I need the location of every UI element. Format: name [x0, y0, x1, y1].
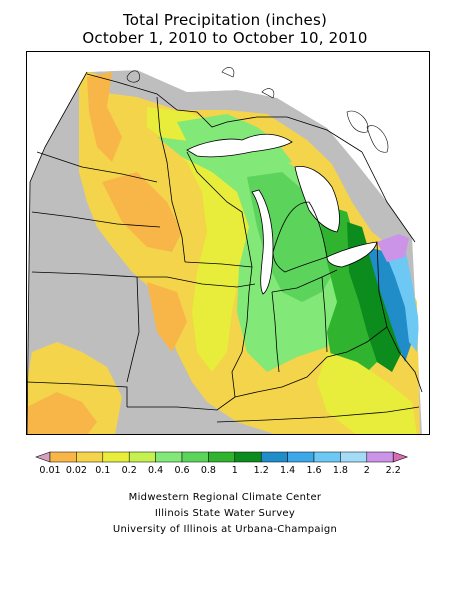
legend-color-bin	[128, 451, 156, 463]
precip-band-0.01-north	[87, 72, 122, 162]
legend-tick-label: 2.2	[386, 465, 401, 476]
precip-band-0.1-east	[317, 352, 417, 434]
legend-color-bin	[208, 451, 236, 463]
precip-band-2.2	[377, 234, 409, 262]
credit-line-1: Midwestern Regional Climate Center	[128, 492, 322, 503]
legend-color-bin	[155, 451, 183, 463]
map-title: Total Precipitation (inches)	[122, 11, 328, 29]
legend-tick-label: 1.8	[333, 465, 348, 476]
legend-tick-label: 0.4	[148, 465, 163, 476]
precip-band-1.6	[385, 247, 419, 352]
legend-color-bin	[366, 451, 394, 463]
legend-bar: 0.01 0.02 0.1 0.2 0.4 0.6 0.8 1 1.2 1.4 1.6 1.8 2 2.2	[35, 451, 409, 476]
outside-projection-mask	[27, 52, 429, 434]
legend-color-bin	[260, 451, 288, 463]
legend-tick-label: 0.1	[95, 465, 110, 476]
legend-color-bin	[49, 451, 77, 463]
legend-tick-label: 0.01	[39, 465, 60, 476]
credit-line-3: University of Illinois at Urbana-Champai…	[112, 524, 338, 535]
legend-tick-label: 1	[232, 465, 238, 476]
legend-color-bin	[340, 451, 368, 463]
credit-line-2: Illinois State Water Survey	[154, 508, 296, 519]
precip-band-0.01-midwest	[102, 172, 182, 252]
legend-color-bin	[313, 451, 341, 463]
precipitation-fill-layer	[27, 70, 422, 434]
legend-tick-label: 0.6	[174, 465, 189, 476]
legend-tick-label: 1.2	[254, 465, 269, 476]
legend-color-bin	[234, 451, 262, 463]
legend-tick-label: 1.6	[306, 465, 321, 476]
legend-below-arrow	[35, 451, 51, 463]
precip-band-0.01-west	[27, 392, 97, 434]
precipitation-map	[26, 51, 430, 435]
state-boundaries	[27, 71, 423, 434]
legend-tick-label: 0.8	[201, 465, 216, 476]
precip-band-0.01-south	[147, 282, 187, 352]
legend-color-bin	[181, 451, 209, 463]
precipitation-legend: 0.01 0.02 0.1 0.2 0.4 0.6 0.8 1 1.2 1.4 1.6 1.8 2 2.2	[28, 450, 422, 484]
map-date-range: October 1, 2010 to October 10, 2010	[82, 29, 368, 47]
legend-color-bin	[76, 451, 104, 463]
legend-tick-label: 1.4	[280, 465, 295, 476]
legend-color-bin	[102, 451, 130, 463]
map-canvas	[27, 52, 429, 434]
legend-above-arrow	[392, 451, 409, 463]
legend-tick-label: 0.02	[66, 465, 87, 476]
legend-color-bin	[287, 451, 315, 463]
legend-tick-label: 2	[364, 465, 370, 476]
legend-tick-label: 0.2	[122, 465, 137, 476]
